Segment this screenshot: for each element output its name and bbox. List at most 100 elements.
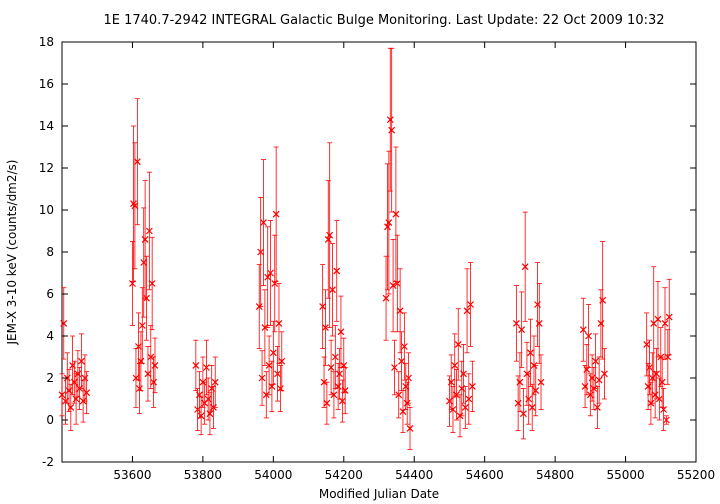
data-point	[593, 403, 601, 411]
data-point	[595, 376, 603, 384]
data-point	[662, 416, 670, 424]
data-point	[530, 361, 538, 369]
plot-frame	[61, 41, 697, 463]
data-point	[657, 353, 665, 361]
data-point	[468, 382, 476, 390]
data-point	[382, 294, 390, 302]
data-point	[278, 357, 286, 365]
data-point	[150, 378, 158, 386]
data-point	[276, 385, 284, 392]
data-point	[660, 406, 668, 413]
y-tick-label: -2	[42, 455, 54, 469]
data-point	[208, 385, 216, 392]
data-point	[600, 370, 608, 378]
data-point	[386, 116, 394, 124]
data-point	[525, 395, 533, 403]
data-point	[192, 361, 200, 369]
data-point	[62, 397, 69, 405]
data-point	[527, 349, 534, 357]
y-tick-label: 0	[46, 413, 54, 427]
data-point	[449, 406, 457, 413]
data-point	[458, 385, 466, 392]
x-axis-ticks: 53600 53800 54000 54200 54400 54600 54800 55000…	[113, 42, 715, 482]
data-point	[137, 357, 145, 365]
data-point	[461, 403, 469, 411]
data-point	[528, 403, 536, 411]
data-point	[271, 280, 279, 287]
data-point	[267, 269, 274, 277]
data-point	[451, 361, 459, 369]
x-tick-label: 55000	[606, 468, 644, 482]
y-tick-label: 16	[39, 77, 54, 91]
data-point	[643, 340, 651, 348]
data-point	[460, 370, 467, 378]
data-point	[341, 387, 349, 395]
data-point	[255, 303, 263, 311]
data-point	[463, 307, 471, 315]
data-point	[151, 361, 159, 369]
data-point	[269, 349, 277, 357]
data-point	[83, 389, 91, 397]
data-point	[257, 248, 265, 256]
data-point	[206, 410, 214, 418]
data-point	[661, 319, 669, 327]
data-point	[74, 370, 82, 378]
data-point	[590, 385, 598, 392]
data-point	[646, 364, 653, 371]
x-tick-label: 54200	[325, 468, 363, 482]
data-point	[60, 319, 68, 327]
chart-title: 1E 1740.7-2942 INTEGRAL Galactic Bulge M…	[103, 13, 664, 28]
data-point	[79, 397, 87, 405]
data-point	[322, 324, 329, 332]
y-tick-label: 12	[39, 161, 54, 175]
data-point	[333, 267, 341, 275]
data-point	[210, 403, 217, 411]
data-point	[77, 357, 85, 365]
data-point	[519, 410, 527, 418]
data-point	[406, 424, 414, 432]
data-point	[405, 374, 413, 382]
data-point	[211, 378, 219, 386]
data-point	[644, 382, 652, 390]
data-point	[272, 210, 280, 218]
data-point	[523, 370, 531, 378]
x-axis-label: Modified Julian Date	[319, 487, 439, 501]
data-point	[512, 319, 520, 327]
data-point	[202, 364, 210, 371]
data-point	[388, 126, 396, 134]
data-point	[194, 406, 202, 413]
data-point	[261, 324, 269, 332]
data-point	[141, 235, 149, 243]
data-point	[338, 397, 346, 405]
data-point	[319, 303, 327, 311]
data-point	[389, 282, 397, 290]
data-point	[647, 399, 655, 407]
data-point	[268, 382, 276, 390]
data-point	[265, 361, 273, 369]
data-point	[514, 399, 522, 407]
data-point	[148, 280, 156, 287]
data-point	[340, 361, 348, 369]
data-point	[655, 395, 663, 403]
data-point	[204, 395, 212, 403]
data-point	[264, 273, 272, 281]
data-point	[275, 319, 283, 327]
data-point	[132, 374, 140, 382]
data-point	[658, 378, 666, 386]
data-point	[81, 374, 89, 382]
data-point	[331, 353, 339, 361]
data-point	[396, 307, 404, 315]
data-point	[654, 315, 662, 323]
data-point	[581, 382, 589, 390]
data-point	[583, 366, 591, 374]
data-point	[518, 326, 526, 334]
data-point	[320, 378, 328, 386]
data-point	[398, 357, 405, 365]
data-point	[324, 235, 332, 243]
data-point	[579, 326, 587, 334]
data-point	[588, 374, 596, 382]
data-point	[586, 391, 594, 399]
y-tick-label: 6	[46, 287, 54, 301]
data-point	[65, 387, 73, 395]
